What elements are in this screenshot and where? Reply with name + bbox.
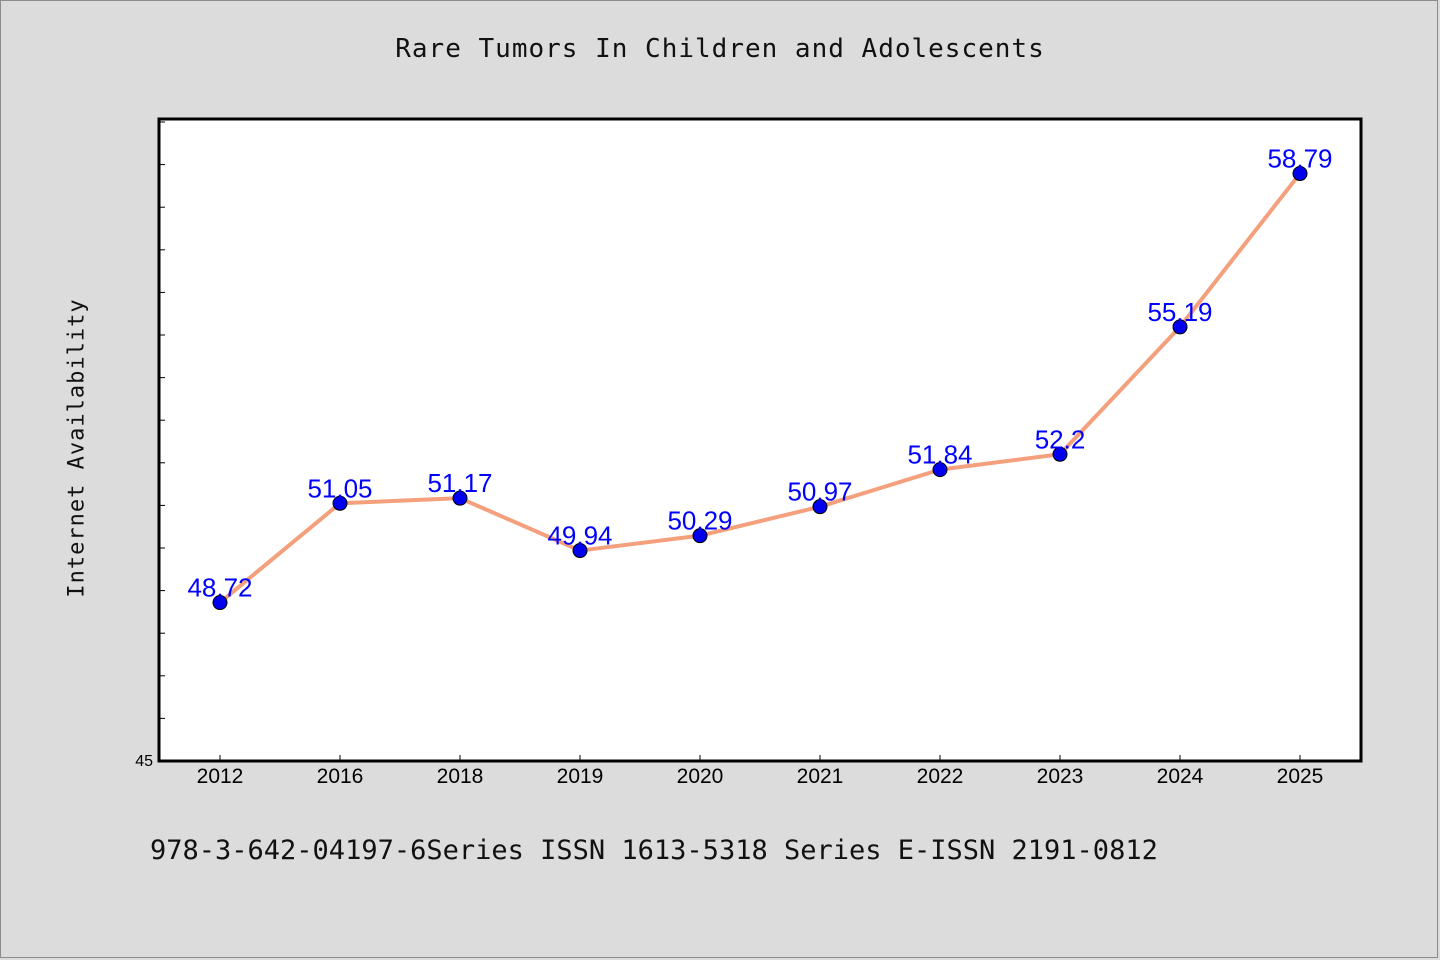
data-point [1052, 446, 1068, 462]
x-tick-label: 2022 [917, 765, 964, 788]
data-point [452, 490, 468, 506]
footer-isbn-text: 978-3-642-04197-6Series ISSN 1613-5318 S… [150, 835, 1158, 866]
x-tick-label: 2025 [1277, 765, 1324, 788]
data-label: 50.29 [667, 506, 732, 536]
data-point [332, 495, 348, 511]
data-point [932, 462, 948, 478]
data-label: 48.72 [187, 573, 252, 603]
x-tick-label: 2019 [557, 765, 604, 788]
x-tick-label: 2021 [797, 765, 844, 788]
data-label: 58.79 [1267, 144, 1332, 174]
data-point [1292, 166, 1308, 182]
data-label: 51.84 [907, 440, 972, 470]
series-line [218, 172, 1302, 605]
series-layer [212, 166, 1308, 611]
chart-title: Rare Tumors In Children and Adolescents [395, 34, 1045, 64]
y-tick-label: 45 [135, 753, 153, 770]
data-labels: 48.72 51.05 51.17 49.94 50.29 50.97 51.84 52.2 5… [187, 144, 1332, 603]
x-tick-label: 2012 [197, 765, 244, 788]
data-point [692, 528, 708, 544]
x-tick-label: 2018 [437, 765, 484, 788]
data-label: 52.2 [1035, 424, 1086, 454]
data-point [572, 543, 588, 559]
plot-area [157, 117, 1363, 763]
x-tick-label: 2024 [1157, 765, 1204, 788]
data-label: 51.17 [427, 468, 492, 498]
y-axis-ticks: 45 [135, 121, 165, 770]
x-tick-label: 2020 [677, 765, 724, 788]
x-tick-label: 2023 [1037, 765, 1084, 788]
data-point [812, 499, 828, 515]
x-tick-label: 2016 [317, 765, 364, 788]
x-axis-tick-labels: 2012 2016 2018 2019 2020 2021 2022 2023 2024 2025 [197, 755, 1324, 788]
data-label: 51.05 [307, 473, 372, 503]
data-point [212, 595, 228, 611]
data-label: 49.94 [547, 521, 612, 551]
data-point [1172, 319, 1188, 335]
data-label: 50.97 [787, 477, 852, 507]
data-label: 55.19 [1147, 297, 1212, 327]
